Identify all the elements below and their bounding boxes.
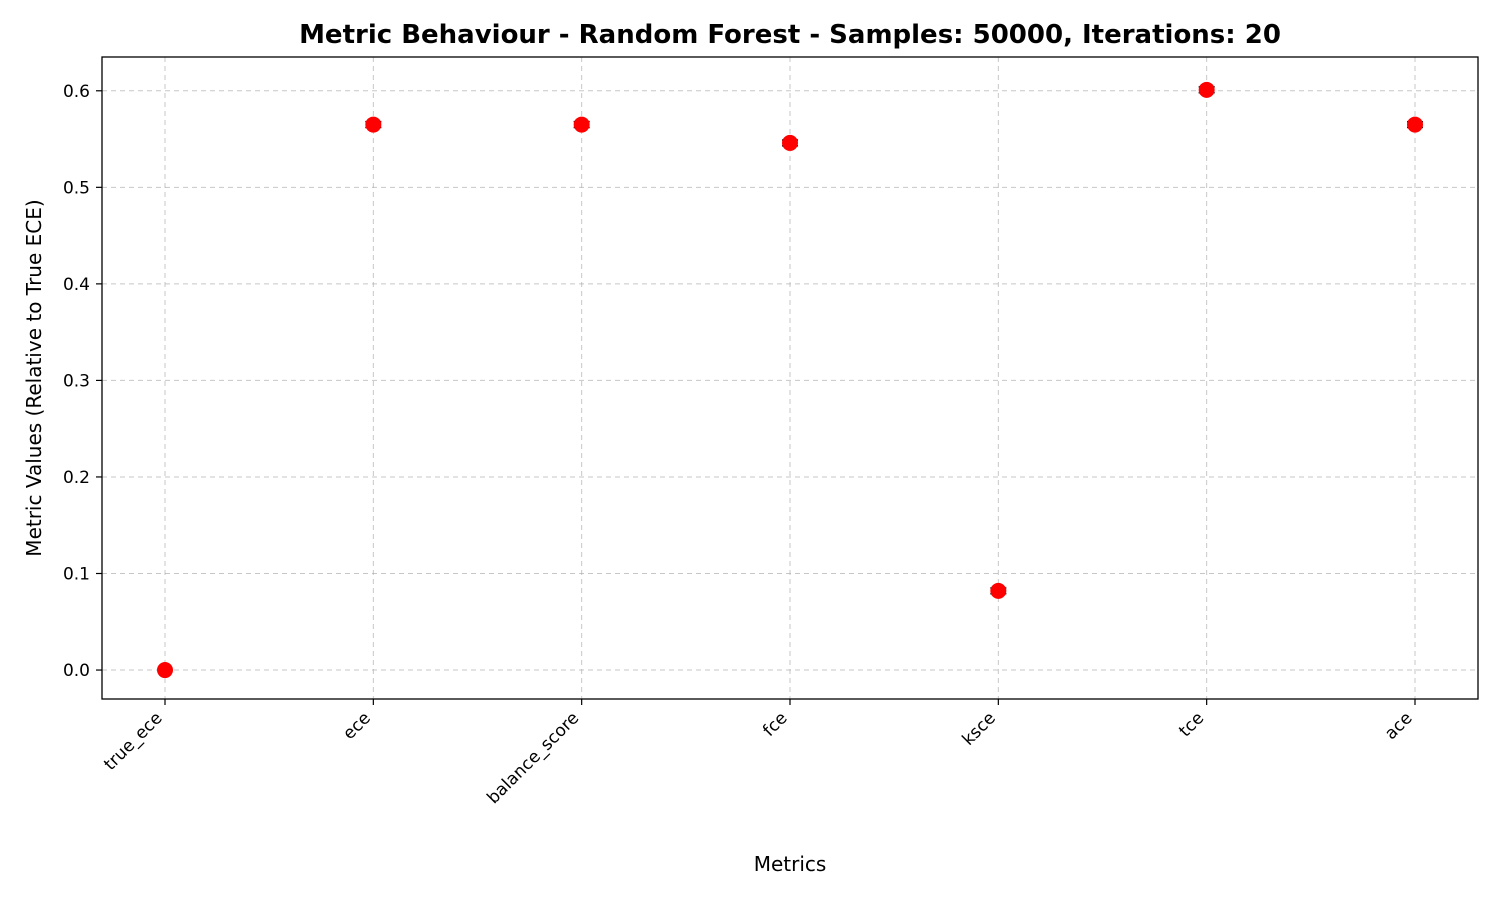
x-tick-label: balance_score [483,708,583,808]
data-point [365,116,382,133]
y-tick-label: 0.6 [63,82,90,102]
data-point [782,134,798,151]
x-tick-label: ece [339,708,375,744]
plot-area [101,56,1479,700]
x-tick-label: true_ece [100,708,166,774]
y-tick-label: 0.1 [63,564,90,584]
y-tick-label: 0.2 [63,468,90,488]
y-axis: 0.0 0.1 0.2 0.3 0.4 0.5 0.6 [63,82,102,681]
grid [102,57,1478,699]
chart-title: Metric Behaviour - Random Forest - Sampl… [299,20,1281,50]
data-point [573,116,590,133]
y-tick-label: 0.0 [63,661,90,681]
x-tick-label: fce [759,708,791,740]
x-axis-label: Metrics [754,852,827,876]
data-point [1407,116,1423,133]
data-point [157,662,173,679]
x-tick-label: tce [1175,708,1208,741]
y-tick-label: 0.5 [63,178,90,198]
y-tick-label: 0.4 [63,275,90,295]
data-point [1198,81,1215,98]
data-points [157,81,1423,679]
y-tick-label: 0.3 [63,371,90,391]
data-point [990,582,1007,599]
y-axis-label: Metric Values (Relative to True ECE) [22,199,46,556]
x-axis: true_ece ece balance_score fce ksce tce ace [100,699,1417,808]
x-tick-label: ace [1381,708,1417,744]
x-tick-label: ksce [958,708,999,749]
